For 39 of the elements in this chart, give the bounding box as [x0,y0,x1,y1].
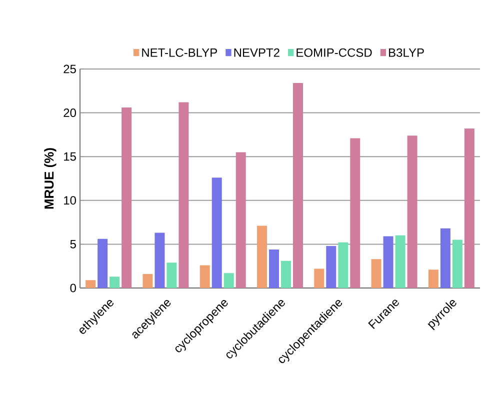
bar [314,268,324,288]
bar [200,265,210,288]
bar [142,274,153,288]
bar [122,108,132,288]
bar [338,242,348,288]
bar [407,136,418,288]
bar [110,276,120,288]
bar [98,238,108,288]
bar [383,236,394,288]
bar [440,228,450,288]
bar [178,102,189,288]
bar [212,178,222,288]
y-tick-label: 5 [70,240,76,248]
legend-label: NEVPT2 [234,48,280,57]
legend-label: B3LYP [389,48,424,57]
bar [224,273,234,288]
bar [86,280,96,288]
bar [452,240,462,288]
bar [395,235,406,288]
y-tick-label: 10 [64,196,76,205]
y-tick-label: 0 [70,284,76,292]
legend-label: EOMIP-CCSD [296,48,372,57]
bar [236,152,246,288]
bar [428,270,438,288]
y-tick-label: 15 [64,152,76,161]
legend-label: NET-LC-BLYP [142,48,217,57]
bar [292,83,303,288]
bar [257,226,267,288]
bar [371,259,382,288]
bar [464,128,474,288]
y-tick-label: 20 [64,108,76,118]
bar [154,232,165,288]
y-tick-label: 25 [64,64,76,74]
bar [326,246,336,288]
bar [281,260,291,288]
bar [166,262,177,288]
bar [350,138,360,288]
bar [269,249,279,288]
y-axis-title: MRUE (%) [44,148,56,209]
